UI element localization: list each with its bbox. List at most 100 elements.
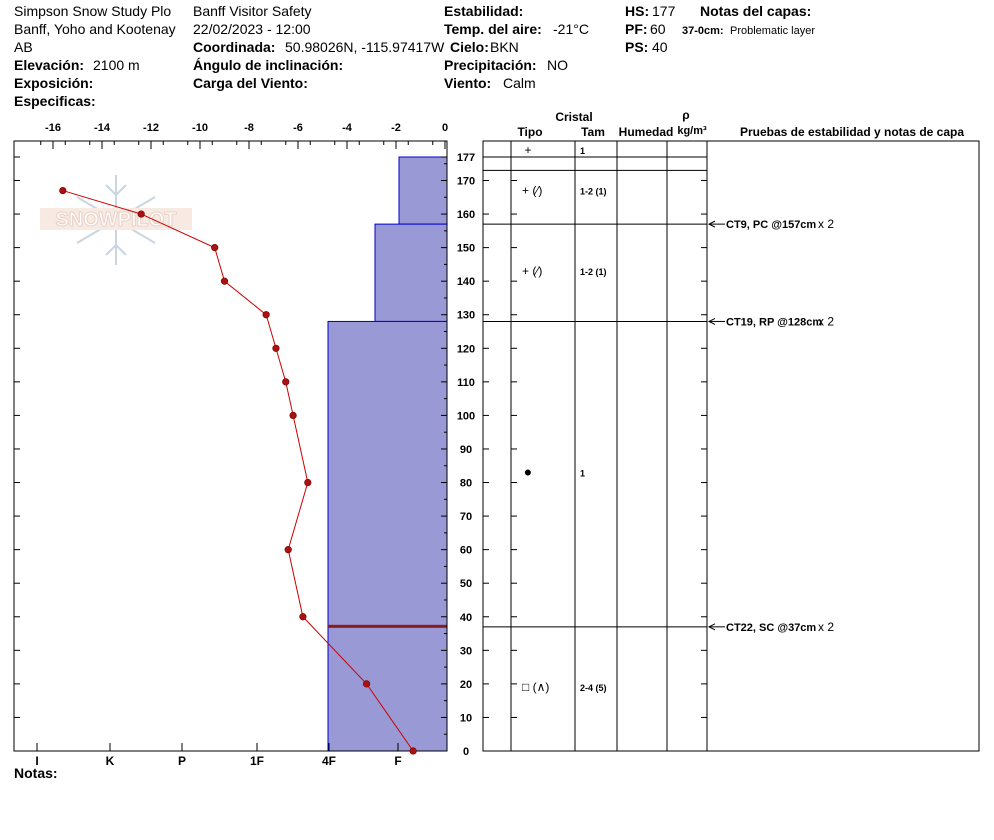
coordinate-label: Coordinada:	[193, 39, 276, 55]
snowpilot-watermark: SNOWPILOT	[40, 175, 192, 265]
height-tick-label: 160	[457, 209, 475, 221]
temperature-point	[304, 478, 312, 487]
height-tick-label: 70	[460, 511, 472, 523]
hs-value: 177	[652, 3, 676, 19]
hardness-bar	[327, 320, 448, 628]
height-tick-label: 140	[457, 276, 475, 288]
height-tick-label: 170	[457, 175, 475, 187]
tests-header: Pruebas de estabilidad y notas de capa	[740, 125, 964, 139]
hardness-bar	[327, 626, 448, 752]
moisture-header: Humedad	[619, 125, 674, 139]
density-symbol: ρ	[682, 108, 689, 122]
crystal-type: □ (∧)	[522, 680, 549, 694]
crystal-type: ●	[524, 463, 532, 479]
aspect-label: Exposición:	[14, 75, 94, 91]
temperature-point	[409, 747, 417, 755]
layer-note-depth: 37-0cm:	[682, 25, 724, 37]
temperature-point	[363, 680, 371, 688]
specifics-label: Especificas:	[14, 93, 96, 109]
temperature-point	[282, 378, 290, 386]
region-name: Banff, Yoho and Kootenay	[14, 21, 176, 37]
crystal-size: 1-2 (1)	[580, 187, 607, 197]
height-tick-label: 20	[460, 679, 472, 691]
test-pointer-arrow	[707, 220, 716, 228]
crystal-size: 1-2 (1)	[580, 267, 607, 277]
temperature-point	[59, 186, 67, 195]
test-pointer-arrow	[707, 623, 716, 631]
height-tick-label: 130	[457, 310, 475, 322]
precip-label: Precipitación:	[444, 57, 537, 73]
crystal-size: 1	[580, 146, 585, 156]
temperature-point	[299, 613, 307, 621]
height-tick-label: 0	[463, 746, 469, 758]
stability-label: Estabilidad:	[444, 3, 524, 19]
weak-layer-marker	[328, 624, 447, 628]
hardness-tick-label: I	[35, 754, 38, 768]
svg-text:SNOWPILOT: SNOWPILOT	[55, 209, 176, 231]
crystal-header: Cristal	[555, 110, 592, 124]
height-tick-label: 60	[460, 545, 472, 557]
air-temp-value: -21°C	[553, 21, 589, 37]
layer-note-text: Problematic layer	[730, 25, 815, 37]
height-tick-label: 100	[457, 410, 475, 422]
hardness-bar	[374, 223, 448, 322]
elevation-value: 2100 m	[93, 57, 140, 73]
sky-value: BKN	[490, 39, 519, 55]
temp-tick-label: -10	[192, 122, 208, 134]
size-header: Tam	[581, 125, 605, 139]
coordinate-value: 50.98026N, -115.97417W	[285, 39, 445, 55]
hardness-tick-label: 4F	[322, 754, 336, 768]
temp-tick-label: -2	[391, 122, 401, 134]
crystal-size: 2-4 (5)	[580, 683, 607, 693]
ps-label: PS:	[625, 39, 649, 55]
temperature-point	[220, 277, 229, 285]
notes-label: Notas:	[14, 765, 58, 781]
air-temp-label: Temp. del aire:	[444, 21, 542, 37]
height-tick-label: 10	[460, 712, 472, 724]
temp-tick-label: 0	[442, 122, 448, 134]
temperature-point	[289, 411, 297, 420]
hardness-tick-label: P	[178, 754, 186, 768]
crystal-type: + (⁄)	[522, 184, 542, 198]
hardness-tick-label: K	[106, 754, 115, 768]
stability-test-text: CT22, SC @37cm	[726, 622, 816, 634]
type-header: Tipo	[517, 125, 542, 139]
height-tick-label: 110	[457, 377, 475, 389]
slope-angle-label: Ángulo de inclinación:	[193, 57, 344, 73]
height-tick-label: 120	[457, 343, 475, 355]
height-tick-label: 80	[460, 478, 472, 490]
temp-tick-label: -16	[45, 122, 61, 134]
temp-tick-label: -6	[293, 122, 303, 134]
hardness-tick-label: F	[394, 754, 401, 768]
sky-label: Cielo:	[450, 39, 489, 56]
temp-tick-label: -12	[143, 122, 159, 134]
precip-value: NO	[547, 57, 568, 73]
stability-test-text: CT9, PC @157cm	[726, 219, 816, 231]
temperature-point	[284, 546, 292, 554]
temp-tick-label: -8	[244, 122, 254, 134]
hardness-bar	[398, 156, 448, 225]
wind-load-label: Carga del Viento:	[193, 75, 308, 91]
crystal-type: +	[524, 143, 531, 157]
stability-test-count: x 2	[818, 314, 834, 328]
wind-label: Viento:	[444, 75, 492, 91]
hs-label: HS:	[625, 3, 650, 19]
crystal-type: + (⁄)	[522, 264, 542, 278]
test-pointer-arrow	[707, 317, 716, 325]
wind-value: Calm	[503, 75, 536, 91]
height-tick-label: 90	[460, 444, 472, 456]
temp-tick-label: -14	[94, 122, 111, 134]
stability-test-count: x 2	[818, 620, 834, 634]
temperature-point	[211, 244, 219, 252]
crystal-size: 1	[580, 468, 585, 478]
operation-name: Banff Visitor Safety	[193, 3, 312, 19]
stability-test-text: CT19, RP @128cm	[726, 316, 822, 328]
observation-datetime: 22/02/2023 - 12:00	[193, 21, 311, 37]
temperature-point	[272, 344, 280, 352]
province: AB	[14, 39, 33, 55]
height-tick-label: 40	[460, 612, 472, 624]
pf-label: PF:	[625, 21, 648, 37]
temperature-point	[262, 311, 270, 319]
pf-value: 60	[650, 21, 666, 37]
